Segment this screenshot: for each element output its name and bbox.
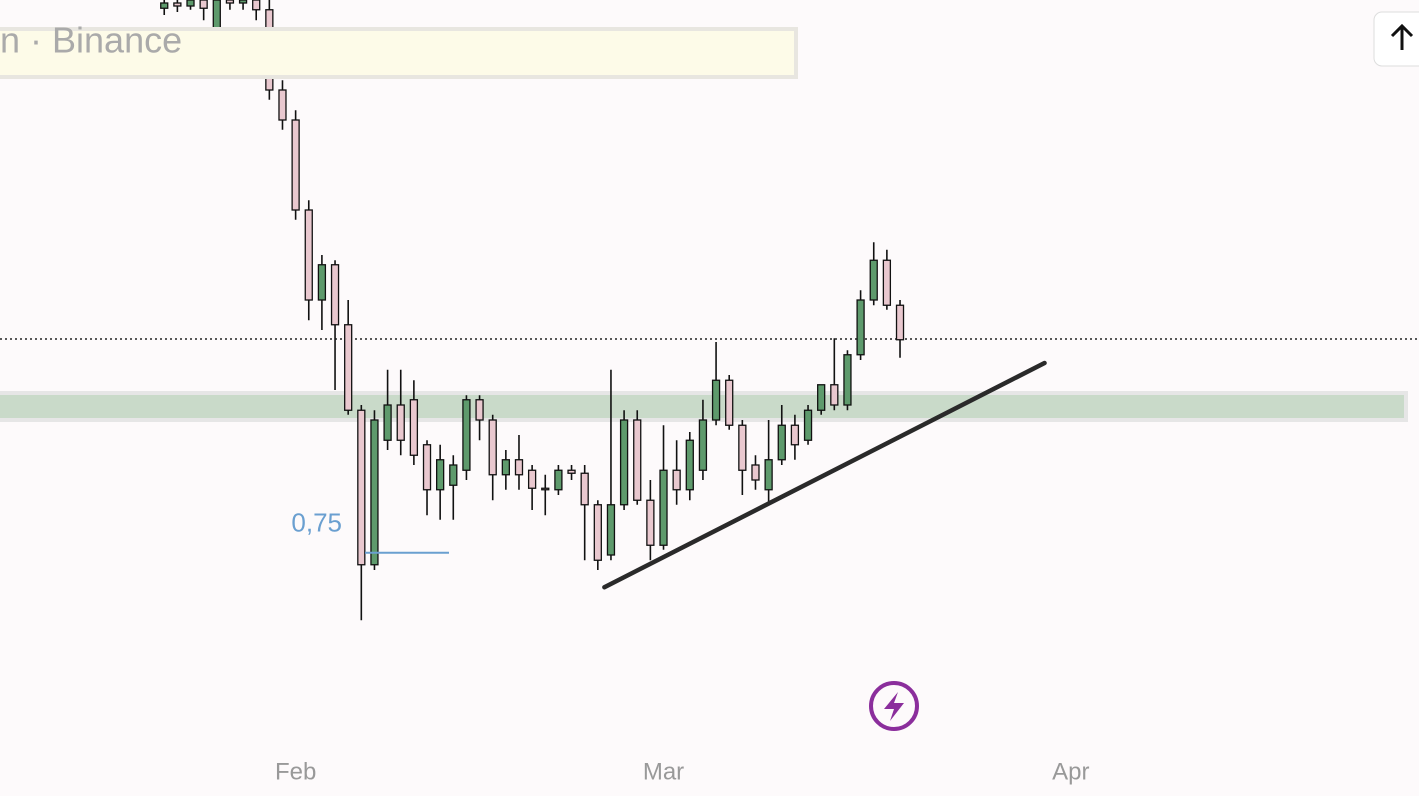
candle-body — [199, 0, 208, 9]
candle-body — [777, 424, 786, 461]
candle-body — [252, 0, 261, 11]
x-tick-label: Mar — [643, 758, 684, 785]
candle-body — [160, 2, 169, 9]
candle-body — [449, 464, 458, 486]
candle-body — [173, 2, 182, 7]
candle-body — [383, 404, 392, 441]
candle-body — [422, 444, 432, 491]
candle-body — [790, 424, 800, 446]
candle-body — [370, 419, 379, 566]
candle-body — [330, 264, 340, 326]
candle-body — [541, 487, 550, 491]
candle-body — [475, 399, 484, 421]
candle-body — [462, 399, 471, 471]
candle-body — [606, 504, 616, 556]
candle-body — [317, 264, 327, 301]
candle-body — [685, 439, 694, 491]
candle-body — [488, 419, 497, 476]
candle-body — [659, 469, 668, 546]
candle-body — [436, 459, 445, 491]
candle-body — [278, 89, 287, 121]
candle-body — [764, 459, 773, 491]
level-label: 0,75 — [291, 508, 342, 538]
candle-body — [291, 119, 300, 211]
candle-body — [738, 424, 747, 471]
bolt — [884, 692, 904, 721]
candle-body — [646, 499, 655, 546]
candle-body — [186, 0, 195, 7]
candle-body — [527, 469, 537, 489]
candle-body — [830, 384, 839, 406]
candle-body — [633, 419, 642, 501]
candle-body — [895, 304, 905, 341]
candle-body — [225, 0, 235, 4]
legend-box — [0, 27, 798, 79]
candle-body — [817, 384, 826, 411]
scroll-button[interactable] — [1373, 11, 1419, 67]
button-frame[interactable] — [1373, 11, 1419, 67]
candle-body — [882, 259, 892, 306]
candle-body — [409, 399, 419, 456]
candle-body — [619, 419, 629, 506]
candle-body — [514, 459, 524, 476]
candle-body — [344, 324, 353, 411]
candle-body — [554, 469, 563, 491]
x-tick-label: Feb — [275, 758, 316, 785]
candle-body — [711, 379, 721, 421]
candle-body — [304, 209, 313, 301]
candle-body — [396, 404, 405, 441]
trendline — [602, 360, 1047, 590]
x-tick-label: Apr — [1052, 758, 1089, 785]
candle-body — [580, 472, 589, 506]
candle-body — [672, 469, 681, 491]
candle-body — [238, 0, 248, 4]
candle-body — [803, 409, 813, 441]
events-icon[interactable] — [869, 681, 919, 731]
candle-body — [698, 419, 708, 471]
candle-body — [501, 459, 510, 476]
candle-body — [869, 259, 878, 301]
candle-body — [856, 299, 865, 356]
icon-ring[interactable] — [869, 681, 919, 731]
candle-body — [843, 354, 852, 406]
candle-body — [357, 409, 366, 566]
candles — [160, 0, 905, 621]
arrow-icon — [1390, 23, 1414, 50]
symbol-label: n · Binance — [0, 20, 182, 61]
candle-body — [751, 464, 760, 481]
overlays: 0,75 — [291, 360, 1047, 590]
candle-body — [593, 504, 602, 561]
candle-body — [567, 469, 576, 474]
candle-body — [725, 379, 734, 426]
